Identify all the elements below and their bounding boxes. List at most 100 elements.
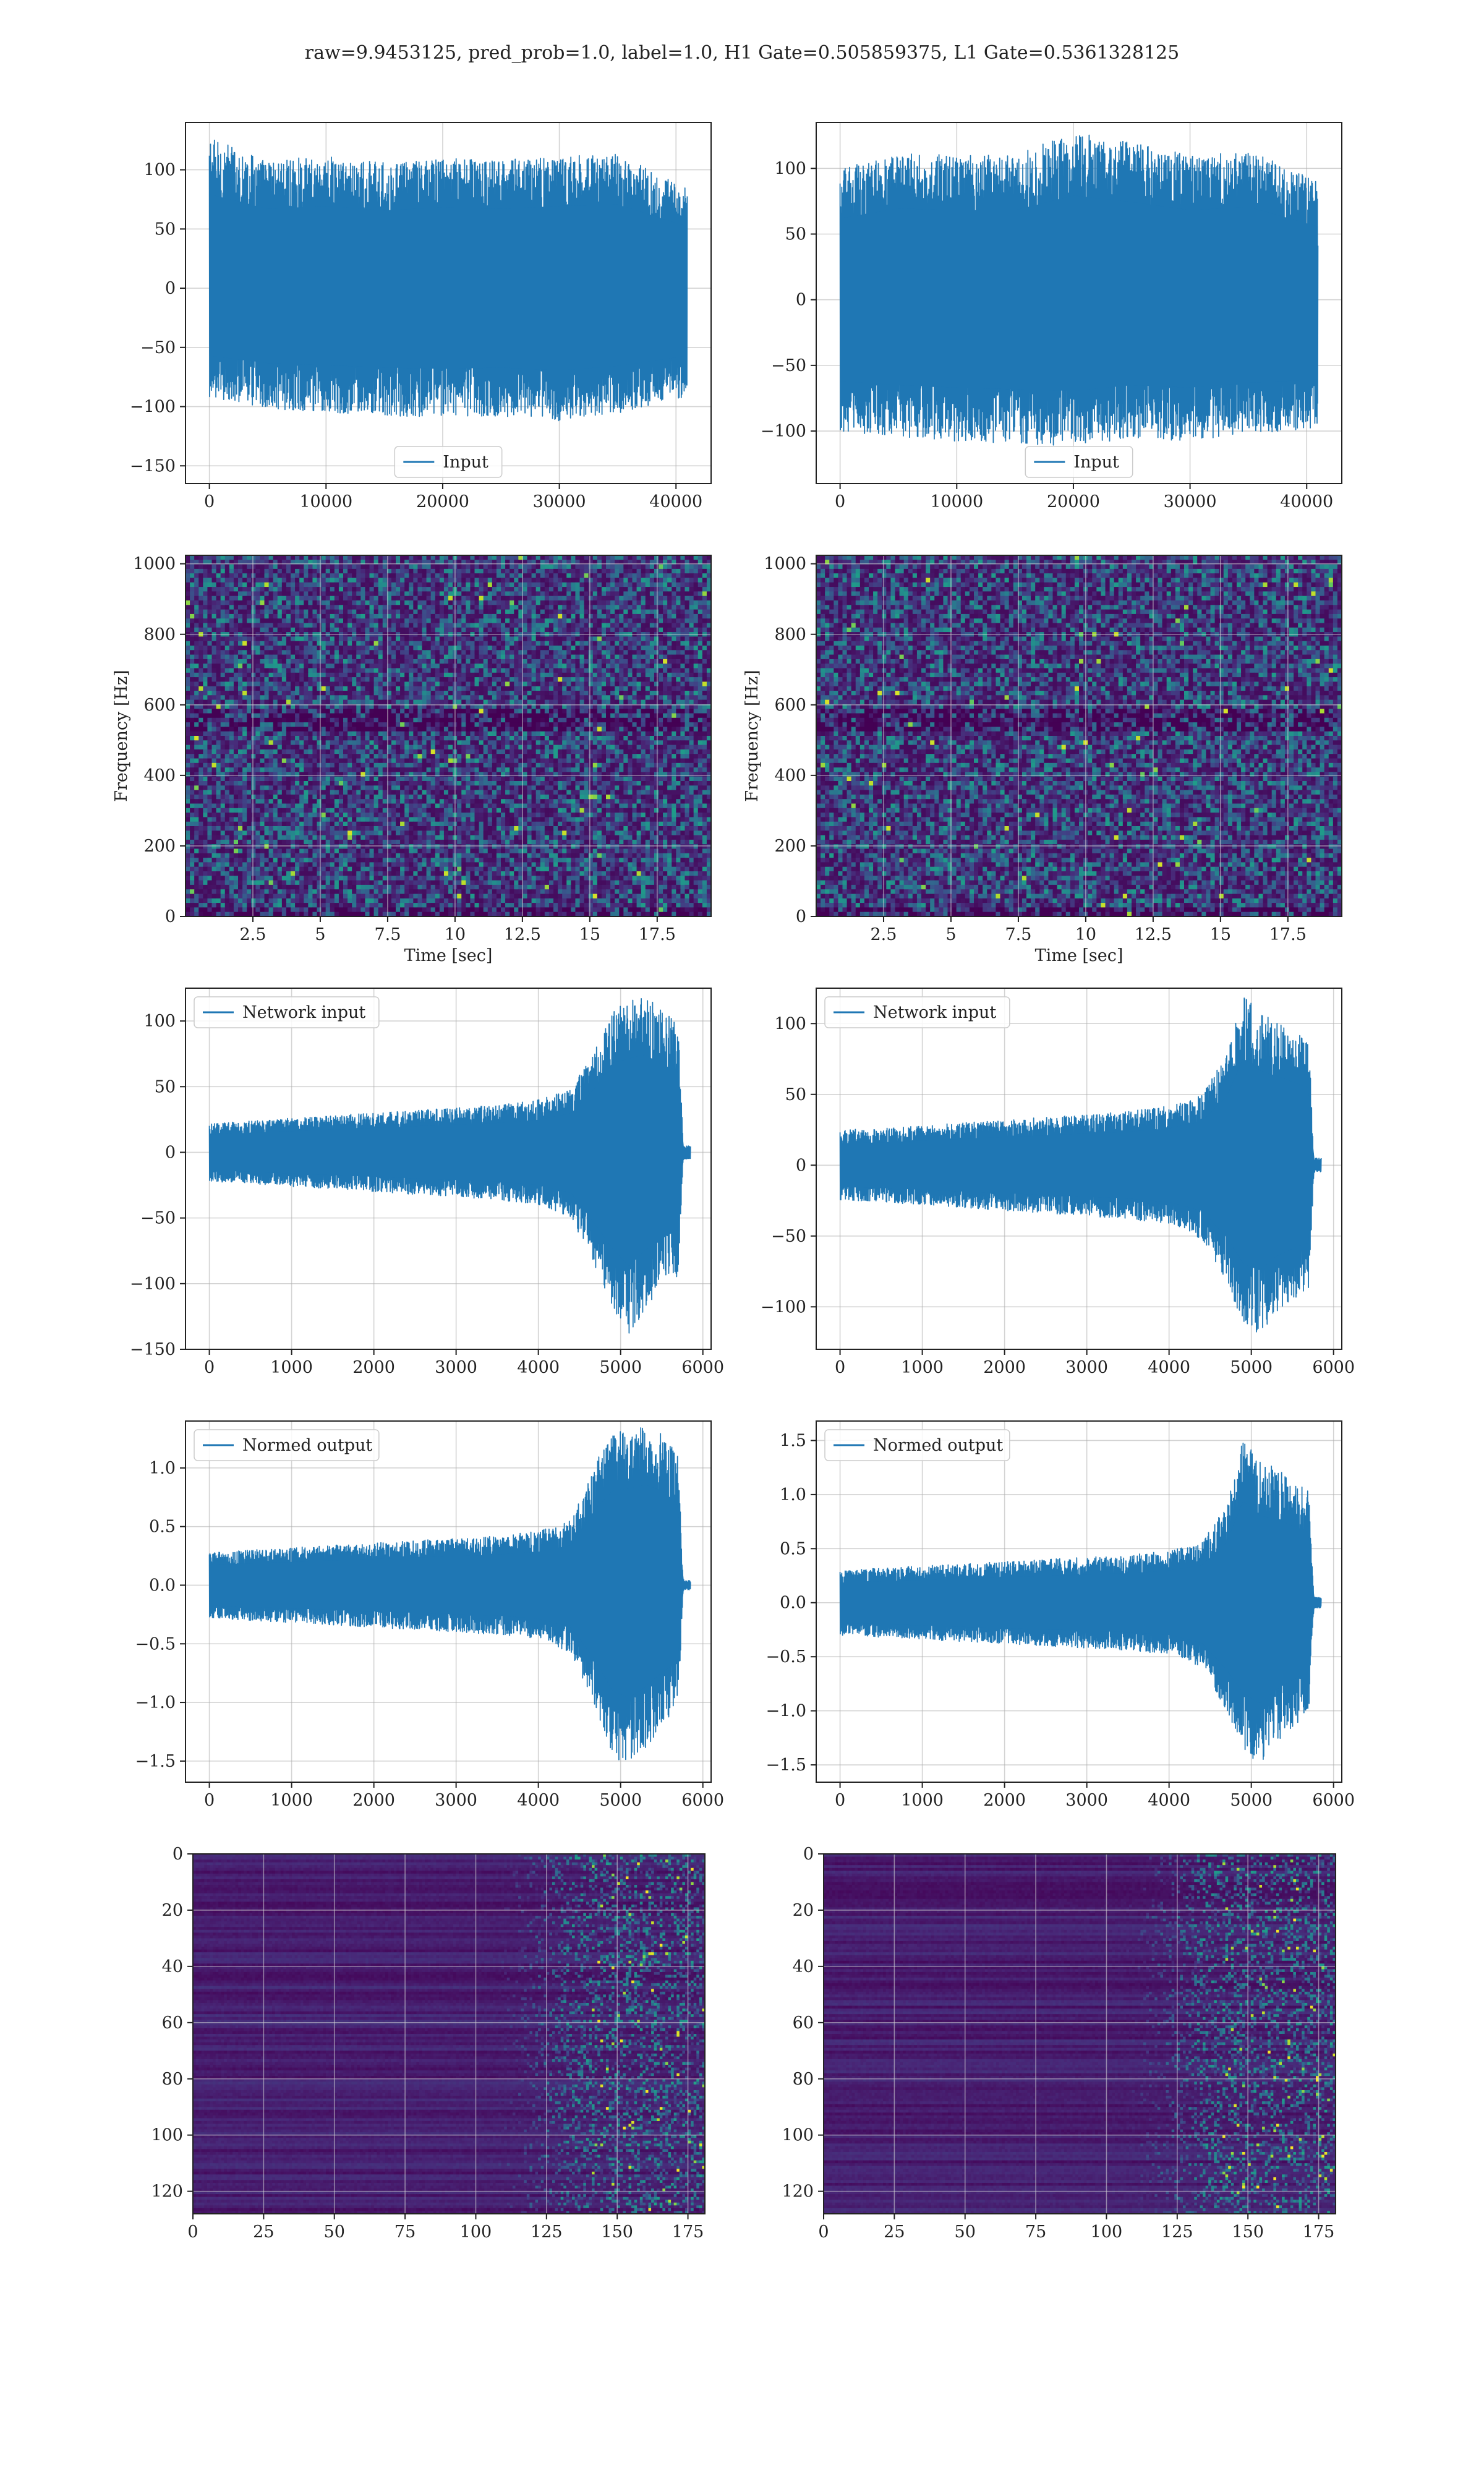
spectrogram-h1-cell [242,578,247,583]
spectrogram-h1-cell [278,618,283,623]
spectrogram-h1-cell [580,650,585,655]
spectrogram-h1-cell [229,628,234,633]
spectrogram-h1-cell [589,591,594,596]
spectrogram-h1-cell [602,587,607,592]
spectrogram-h1-cell [356,596,361,601]
spectrogram-h1-cell [299,569,304,574]
spectrogram-h1-cell [615,655,620,660]
spectrogram-h1-cell [514,655,519,660]
spectrogram-h1-cell [339,646,344,651]
spectrogram-h1-cell [619,583,624,587]
spectrogram-h1-cell [667,600,672,605]
spectrogram-h1-cell [680,583,685,587]
spectrogram-h1-cell [575,605,580,610]
spectrogram-h1-cell [391,650,396,655]
spectrogram-h1-cell [619,618,624,623]
spectrogram-h1-cell [672,565,676,570]
spectrogram-h1-cell [198,646,203,651]
spectrogram-h1-cell [295,583,300,587]
spectrogram-h1-cell [540,587,545,592]
spectrogram-h1-cell [194,655,199,660]
spectrogram-h1-cell [566,587,571,592]
spectrogram-h1-cell [623,605,628,610]
spectrogram-h1-cell [304,555,309,560]
spectrogram-h1-cell [216,587,221,592]
spectrogram-h1-cell [685,614,690,619]
spectrogram-h1-cell [304,596,309,601]
spectrogram-h1-cell [466,610,471,615]
spectrogram-h1-cell [247,555,252,560]
spectrogram-h1-cell [374,573,379,578]
spectrogram-h1-cell [440,573,445,578]
spectrogram-h1-cell [308,573,313,578]
spectrogram-h1-cell [304,659,309,664]
spectrogram-h1-cell [435,587,440,592]
spectrogram-h1-cell [413,596,418,601]
spectrogram-h1-cell [566,664,571,668]
spectrogram-h1-cell [685,605,690,610]
spectrogram-h1-cell [505,573,510,578]
spectrogram-h1-cell [545,623,550,628]
spectrogram-h1-cell [427,673,432,678]
spectrogram-h1-cell [680,623,685,628]
spectrogram-h1-cell [413,569,418,574]
spectrogram-h1-cell [348,587,352,592]
spectrogram-h1-cell [571,591,576,596]
spectrogram-h1-cell [510,655,514,660]
spectrogram-h1-cell [654,573,659,578]
spectrogram-h1-cell [400,628,405,633]
spectrogram-h1-cell [383,587,388,592]
spectrogram-h1-cell [527,618,532,623]
spectrogram-h1-cell [409,614,414,619]
spectrogram-h1-cell [212,600,217,605]
spectrogram-h1-cell [575,659,580,664]
spectrogram-h1-cell [698,636,703,641]
spectrogram-h1-cell [431,659,436,664]
spectrogram-h1-cell [194,668,199,673]
spectrogram-h1-cell [602,591,607,596]
spectrogram-h1-cell [417,600,422,605]
spectrogram-h1-cell [580,646,585,651]
spectrogram-h1-cell [689,555,694,560]
spectrogram-h1-cell [242,664,247,668]
spectrogram-h1-cell [299,659,304,664]
spectrogram-h1-cell [409,650,414,655]
spectrogram-h1-cell [422,573,427,578]
spectrogram-h1-cell [615,569,620,574]
spectrogram-h1-cell [702,646,707,651]
spectrogram-h1-cell [646,587,650,592]
spectrogram-h1-cell [558,641,563,646]
spectrogram-h1-cell [593,641,598,646]
spectrogram-h1-cell [685,618,690,623]
spectrogram-h1-cell [308,578,313,583]
spectrogram-h1-cell [545,628,550,633]
spectrogram-h1-cell [619,578,624,583]
spectrogram-h1-cell [610,641,615,646]
spectrogram-h1-cell [654,610,659,615]
spectrogram-h1-cell [484,600,488,605]
spectrogram-h1-cell [440,578,445,583]
spectrogram-h1-cell [457,646,462,651]
spectrogram-h1-cell [672,583,676,587]
spectrogram-h1-cell [536,659,541,664]
spectrogram-h1-cell [672,614,676,619]
spectrogram-h1-cell [615,578,620,583]
spectrogram-h1-cell [633,591,638,596]
spectrogram-h1-cell [260,650,265,655]
spectrogram-h1-cell [461,668,466,673]
spectrogram-h1-cell [374,673,379,678]
spectrogram-h1-cell [326,600,331,605]
spectrogram-h1-cell [212,573,217,578]
spectrogram-h1-cell [680,555,685,560]
spectrogram-h1-cell [440,569,445,574]
spectrogram-h1-cell [527,600,532,605]
spectrogram-h1-cell [255,555,260,560]
spectrogram-h1-cell [584,659,589,664]
spectrogram-h1-cell [514,591,519,596]
spectrogram-h1-cell [216,618,221,623]
spectrogram-h1-cell [435,565,440,570]
spectrogram-h1-cell [597,591,602,596]
spectrogram-h1-cell [448,578,453,583]
spectrogram-h1-cell [365,618,370,623]
spectrogram-h1-cell [475,623,480,628]
